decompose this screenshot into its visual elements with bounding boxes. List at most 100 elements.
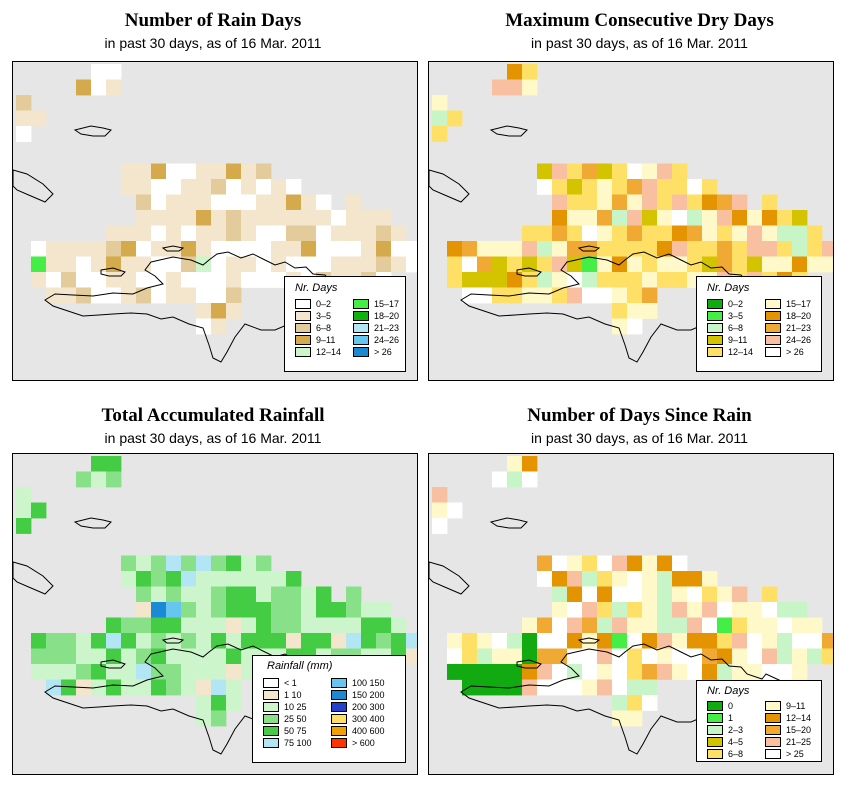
grid-cell <box>136 256 152 273</box>
grid-cell <box>612 303 628 319</box>
grid-cell <box>567 571 583 587</box>
grid-cell <box>792 648 808 665</box>
grid-cell <box>582 210 598 226</box>
grid-cell <box>271 225 287 242</box>
grid-cell <box>672 210 688 226</box>
legend-label: 50 75 <box>284 726 307 736</box>
grid-cell <box>226 679 242 696</box>
grid-cell <box>657 225 673 242</box>
grid-cell <box>331 210 347 226</box>
grid-cell <box>301 256 317 273</box>
grid-cell <box>151 241 167 257</box>
legend-swatch <box>331 726 347 736</box>
grid-cell <box>597 664 613 680</box>
grid-cell <box>301 633 317 649</box>
grid-cell <box>121 256 137 273</box>
grid-cell <box>121 225 137 242</box>
grid-cell <box>226 571 242 587</box>
grid-cell <box>762 225 778 242</box>
grid-cell <box>597 617 613 634</box>
legend-label: 9–11 <box>728 335 748 345</box>
legend-label: < 1 <box>284 678 297 688</box>
grid-cell <box>597 555 613 572</box>
coastline-jamaica <box>73 517 112 529</box>
grid-cell <box>477 679 493 696</box>
grid-cell <box>136 571 152 587</box>
grid-cell <box>181 586 197 603</box>
grid-cell <box>211 555 227 572</box>
grid-cell <box>537 633 553 649</box>
grid-cell <box>46 648 62 665</box>
grid-cell <box>612 318 628 335</box>
legend-title: Nr. Days <box>295 282 338 294</box>
legend-label: 6–8 <box>728 749 744 759</box>
grid-cell <box>702 210 718 226</box>
grid-cell <box>672 571 688 587</box>
grid-cell <box>507 241 523 257</box>
grid-cell <box>642 210 658 226</box>
grid-cell <box>552 633 568 649</box>
grid-cell <box>361 210 377 226</box>
grid-cell <box>376 210 392 226</box>
grid-cell <box>627 241 643 257</box>
grid-cell <box>331 256 347 273</box>
grid-cell <box>627 303 643 319</box>
legend-label: 400 600 <box>352 726 385 736</box>
grid-cell <box>582 664 598 680</box>
grid-cell <box>642 695 658 711</box>
grid-cell <box>181 272 197 288</box>
grid-cell <box>76 664 92 680</box>
grid-cell <box>687 225 703 242</box>
grid-cell <box>492 648 508 665</box>
grid-cell <box>732 210 748 226</box>
grid-cell <box>477 664 493 680</box>
legend-label: 9–11 <box>316 335 336 345</box>
grid-cell <box>672 179 688 195</box>
grid-cell <box>672 241 688 257</box>
legend-label: 0–2 <box>728 299 744 309</box>
legend-label: 15–17 <box>374 299 400 309</box>
grid-cell <box>211 633 227 649</box>
legend-swatch <box>765 311 781 321</box>
grid-cell <box>166 586 182 603</box>
grid-cell <box>76 471 92 488</box>
grid-cell <box>196 210 212 226</box>
grid-cell <box>777 241 793 257</box>
grid-cell <box>582 586 598 603</box>
legend-label: 25 50 <box>284 714 307 724</box>
grid-cell <box>612 225 628 242</box>
grid-cell <box>46 287 62 304</box>
grid-cell <box>747 210 763 226</box>
grid-cell <box>447 633 463 649</box>
grid-cell <box>406 256 417 273</box>
grid-cell <box>286 571 302 587</box>
grid-cell <box>612 586 628 603</box>
legend-label: 300 400 <box>352 714 385 724</box>
grid-cell <box>151 555 167 572</box>
grid-cell <box>316 241 332 257</box>
legend-label: > 25 <box>786 749 804 759</box>
coastline-cuba <box>429 561 470 595</box>
grid-cell <box>522 617 538 634</box>
grid-cell <box>567 602 583 618</box>
grid-cell <box>447 502 463 519</box>
grid-cell <box>462 287 478 304</box>
grid-cell <box>76 633 92 649</box>
grid-cell <box>166 602 182 618</box>
grid-cell <box>196 318 212 335</box>
grid-cell <box>256 602 272 618</box>
grid-cell <box>301 617 317 634</box>
grid-cell <box>807 648 823 665</box>
map-canvas <box>429 64 833 363</box>
grid-cell <box>612 241 628 257</box>
grid-cell <box>256 617 272 634</box>
grid-cell <box>196 586 212 603</box>
grid-cell <box>552 241 568 257</box>
grid-cell <box>717 225 733 242</box>
grid-cell <box>597 241 613 257</box>
grid-cell <box>432 518 448 534</box>
grid-cell <box>792 210 808 226</box>
map-cells <box>16 64 417 335</box>
legend-label: 15–17 <box>786 299 812 309</box>
panel-subtitle: in past 30 days, as of 16 Mar. 2011 <box>531 35 748 51</box>
